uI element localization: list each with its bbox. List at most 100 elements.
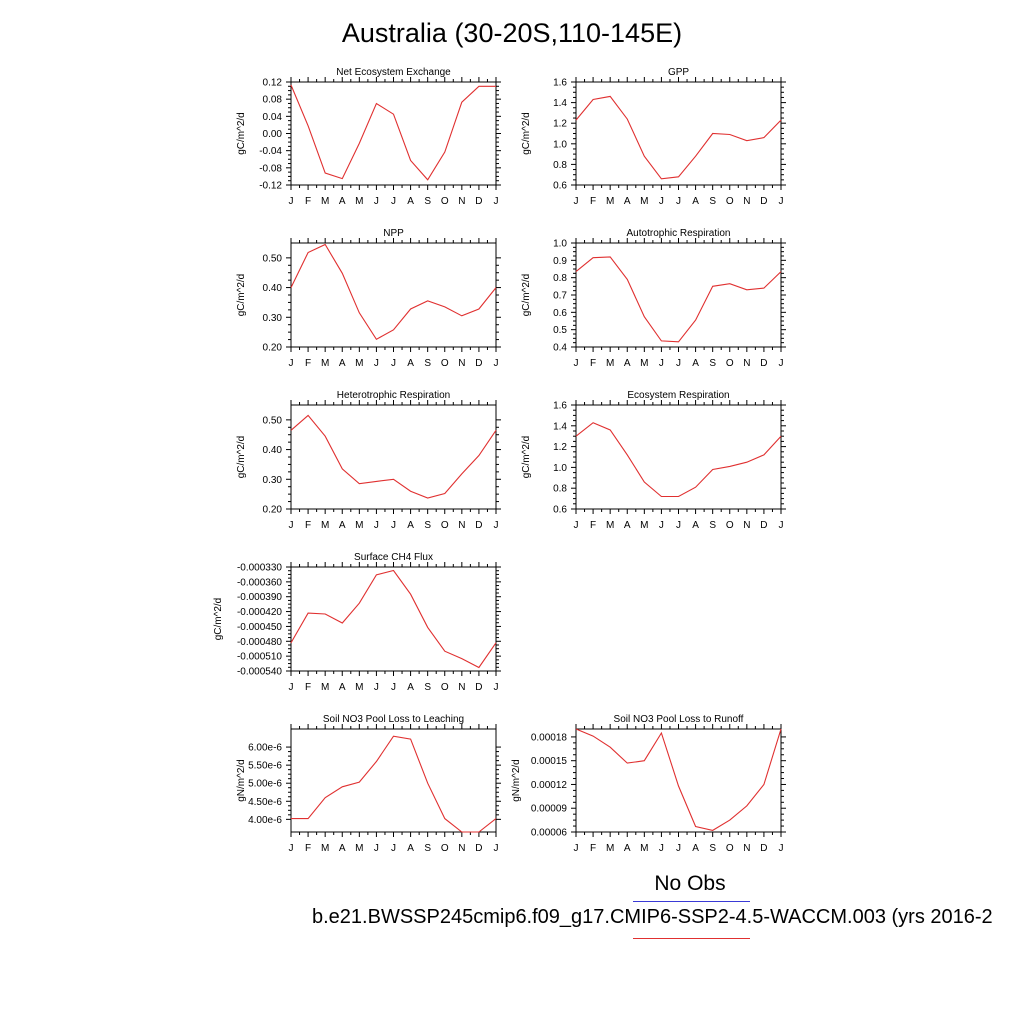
x-tick-label: J bbox=[659, 843, 664, 854]
y-tick-label: -0.000360 bbox=[237, 577, 282, 588]
panel-title: Autotrophic Respiration bbox=[627, 228, 731, 239]
x-tick-label: A bbox=[624, 520, 631, 531]
y-tick-label: 1.6 bbox=[553, 78, 567, 89]
x-tick-label: A bbox=[407, 358, 414, 369]
x-tick-label: N bbox=[458, 196, 465, 207]
x-tick-label: S bbox=[709, 520, 716, 531]
x-tick-label: A bbox=[407, 196, 414, 207]
x-tick-label: M bbox=[640, 358, 648, 369]
x-tick-label: A bbox=[692, 520, 699, 531]
x-tick-label: S bbox=[709, 358, 716, 369]
y-tick-label: -0.000330 bbox=[237, 563, 282, 574]
x-tick-label: N bbox=[458, 520, 465, 531]
x-tick-label: J bbox=[574, 520, 579, 531]
x-tick-label: M bbox=[355, 520, 363, 531]
x-tick-label: M bbox=[321, 358, 329, 369]
x-tick-label: M bbox=[640, 843, 648, 854]
y-tick-label: 5.50e-6 bbox=[248, 761, 282, 772]
x-tick-label: O bbox=[441, 520, 449, 531]
x-tick-label: A bbox=[407, 682, 414, 693]
y-tick-label: 0.40 bbox=[263, 445, 283, 456]
x-tick-label: J bbox=[494, 196, 499, 207]
x-tick-label: N bbox=[743, 843, 750, 854]
panel-title: GPP bbox=[668, 67, 689, 78]
series-line bbox=[575, 728, 782, 831]
x-tick-label: D bbox=[760, 196, 767, 207]
x-tick-label: O bbox=[441, 358, 449, 369]
y-tick-label: 0.30 bbox=[263, 313, 283, 324]
panel-frame bbox=[290, 242, 497, 348]
panel-title: Ecosystem Respiration bbox=[627, 390, 729, 401]
y-tick-label: 0.50 bbox=[263, 415, 283, 426]
y-tick-label: -0.08 bbox=[259, 163, 282, 174]
y-tick-label: -0.04 bbox=[259, 146, 282, 157]
panel-frame bbox=[290, 404, 497, 510]
x-tick-label: J bbox=[289, 682, 294, 693]
y-tick-label: 1.0 bbox=[553, 139, 567, 150]
x-tick-label: O bbox=[441, 196, 449, 207]
x-tick-label: O bbox=[726, 358, 734, 369]
x-tick-label: M bbox=[606, 520, 614, 531]
panel-frame bbox=[290, 728, 497, 833]
y-tick-label: 1.2 bbox=[553, 119, 567, 130]
x-tick-label: J bbox=[676, 358, 681, 369]
y-tick-label: 0.00006 bbox=[531, 828, 568, 839]
x-tick-label: J bbox=[289, 196, 294, 207]
y-axis-label: gC/m^2/d bbox=[236, 436, 247, 479]
x-tick-label: J bbox=[374, 358, 379, 369]
series-line bbox=[291, 735, 497, 833]
x-tick-label: A bbox=[624, 358, 631, 369]
series-line bbox=[575, 422, 782, 498]
panel-frame bbox=[575, 242, 782, 348]
x-tick-label: A bbox=[339, 196, 346, 207]
series-line bbox=[290, 414, 497, 499]
x-tick-label: J bbox=[391, 358, 396, 369]
panel-frame bbox=[575, 404, 782, 510]
x-tick-label: J bbox=[391, 520, 396, 531]
x-tick-label: M bbox=[355, 358, 363, 369]
x-tick-label: A bbox=[624, 843, 631, 854]
x-tick-label: J bbox=[374, 682, 379, 693]
x-tick-label: S bbox=[424, 196, 431, 207]
y-tick-label: 0.50 bbox=[263, 253, 283, 264]
series-line bbox=[575, 256, 782, 343]
y-tick-label: -0.000480 bbox=[237, 637, 282, 648]
y-tick-label: 0.08 bbox=[263, 95, 283, 106]
panel-title: Surface CH4 Flux bbox=[354, 552, 433, 563]
y-tick-label: 0.9 bbox=[553, 256, 567, 267]
x-tick-label: J bbox=[574, 358, 579, 369]
x-tick-label: A bbox=[624, 196, 631, 207]
x-tick-label: J bbox=[779, 520, 784, 531]
y-tick-label: 4.50e-6 bbox=[248, 797, 282, 808]
panel-frame bbox=[290, 566, 497, 672]
x-tick-label: S bbox=[424, 843, 431, 854]
x-tick-label: J bbox=[494, 682, 499, 693]
panel-title: Soil NO3 Pool Loss to Runoff bbox=[614, 714, 744, 725]
x-tick-label: F bbox=[590, 843, 596, 854]
x-tick-label: A bbox=[339, 682, 346, 693]
y-tick-label: -0.000390 bbox=[237, 592, 282, 603]
y-axis-label: gC/m^2/d bbox=[521, 274, 532, 317]
y-tick-label: 0.00009 bbox=[531, 804, 568, 815]
y-tick-label: 1.2 bbox=[553, 442, 567, 453]
x-tick-label: S bbox=[709, 196, 716, 207]
x-tick-label: N bbox=[458, 682, 465, 693]
x-tick-label: N bbox=[743, 358, 750, 369]
x-tick-label: A bbox=[692, 196, 699, 207]
x-tick-label: A bbox=[339, 358, 346, 369]
series-line bbox=[290, 569, 497, 669]
x-tick-label: J bbox=[374, 843, 379, 854]
x-tick-label: N bbox=[458, 843, 465, 854]
x-tick-label: A bbox=[407, 843, 414, 854]
x-tick-label: M bbox=[355, 196, 363, 207]
y-tick-label: -0.000420 bbox=[237, 607, 282, 618]
y-tick-label: 0.00012 bbox=[531, 780, 568, 791]
y-tick-label: 0.8 bbox=[553, 160, 567, 171]
y-tick-label: 0.8 bbox=[553, 273, 567, 284]
y-axis-label: gC/m^2/d bbox=[236, 112, 247, 155]
x-tick-label: A bbox=[339, 843, 346, 854]
x-tick-label: D bbox=[760, 358, 767, 369]
